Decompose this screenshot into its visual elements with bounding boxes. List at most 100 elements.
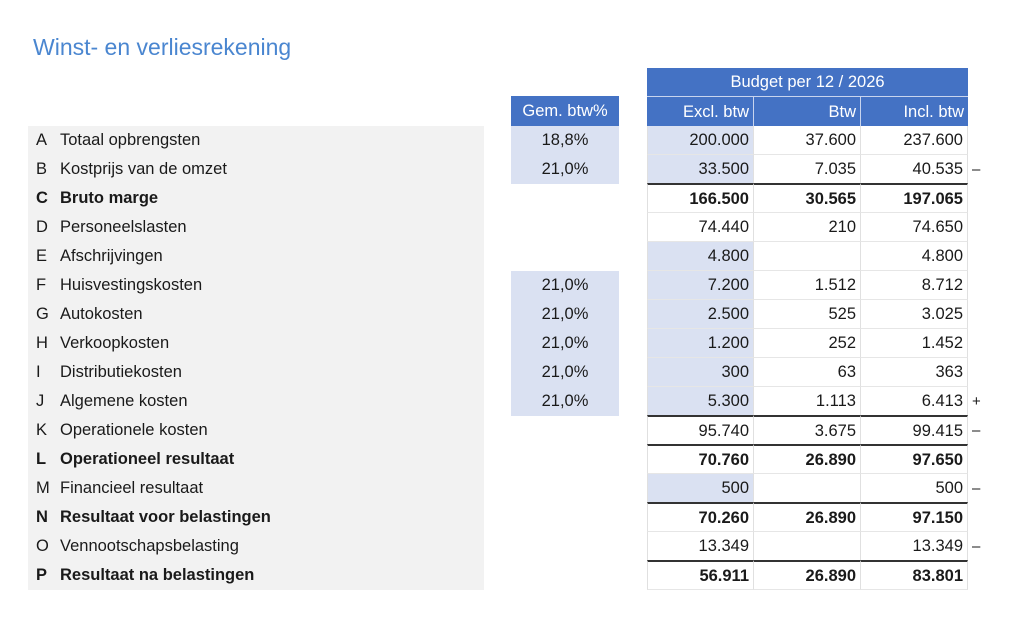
gem-btw-cell[interactable]: 21,0% [511, 300, 619, 329]
incl-cell: 97.650 [861, 444, 968, 474]
row-label: Autokosten [60, 305, 143, 323]
operator-sign: + [972, 393, 981, 410]
gem-btw-cell[interactable]: 21,0% [511, 155, 619, 184]
gem-btw-cell [511, 532, 619, 561]
operator-sign: – [972, 480, 981, 497]
gem-btw-cell [511, 474, 619, 503]
row-label: Operationele kosten [60, 421, 208, 439]
btw-cell: 525 [754, 300, 861, 329]
table-row: F Huisvestingskosten [28, 271, 484, 300]
incl-cell: 4.800 [861, 242, 968, 271]
table-row: N Resultaat voor belastingen [28, 503, 484, 532]
btw-cell: 1.113 [754, 387, 861, 416]
btw-cell: 1.512 [754, 271, 861, 300]
row-letter: L [36, 450, 47, 468]
gem-btw-cell [511, 242, 619, 271]
operator-sign: – [972, 538, 981, 555]
gem-btw-cell [511, 561, 619, 590]
row-letter: E [36, 247, 48, 265]
btw-cell: 7.035 [754, 155, 861, 184]
incl-cell: 40.535 [861, 155, 968, 184]
incl-cell: 83.801 [861, 560, 968, 590]
row-letter: G [36, 305, 49, 323]
row-label: Vennootschapsbelasting [60, 537, 239, 555]
incl-cell: 6.413 [861, 387, 968, 416]
gem-btw-cell[interactable]: 21,0% [511, 358, 619, 387]
row-label: Algemene kosten [60, 392, 188, 410]
gem-btw-cell[interactable]: 21,0% [511, 387, 619, 416]
btw-cell: 26.890 [754, 444, 861, 474]
incl-cell: 97.150 [861, 502, 968, 532]
row-label: Operationeel resultaat [60, 450, 235, 468]
table-row: D Personeelslasten [28, 213, 484, 242]
row-letter: K [36, 421, 48, 439]
btw-cell [754, 242, 861, 271]
row-label: Resultaat voor belastingen [60, 508, 271, 526]
btw-cell: 210 [754, 213, 861, 242]
excl-cell[interactable]: 4.800 [647, 242, 754, 271]
incl-cell: 197.065 [861, 183, 968, 213]
row-letter: H [36, 334, 48, 352]
row-label: Verkoopkosten [60, 334, 170, 352]
btw-cell: 30.565 [754, 183, 861, 213]
excl-cell[interactable]: 500 [647, 474, 754, 503]
incl-cell: 13.349 [861, 532, 968, 561]
btw-cell: 252 [754, 329, 861, 358]
excl-cell: 70.760 [647, 444, 754, 474]
btw-cell: 63 [754, 358, 861, 387]
excl-cell[interactable]: 7.200 [647, 271, 754, 300]
btw-cell: 3.675 [754, 415, 861, 445]
row-label: Distributiekosten [60, 363, 182, 381]
row-letter: B [36, 160, 48, 178]
budget-header: Budget per 12 / 2026 [647, 68, 968, 96]
row-label: Kostprijs van de omzet [60, 160, 227, 178]
row-letter: A [36, 131, 48, 149]
btw-cell: 26.890 [754, 502, 861, 532]
table-row: P Resultaat na belastingen [28, 561, 484, 590]
gem-btw-cell [511, 416, 619, 445]
excl-cell[interactable]: 200.000 [647, 126, 754, 155]
excl-cell[interactable]: 5.300 [647, 387, 754, 416]
table-row: G Autokosten [28, 300, 484, 329]
operator-sign: – [972, 422, 981, 439]
gem-btw-cell [511, 503, 619, 532]
table-row: M Financieel resultaat [28, 474, 484, 503]
table-row: E Afschrijvingen [28, 242, 484, 271]
excl-cell: 95.740 [647, 415, 754, 445]
excl-cell: 166.500 [647, 183, 754, 213]
gem-btw-cell [511, 184, 619, 213]
gem-btw-cell[interactable]: 18,8% [511, 126, 619, 155]
btw-cell: 26.890 [754, 560, 861, 590]
table-row: K Operationele kosten [28, 416, 484, 445]
gem-btw-cell[interactable]: 21,0% [511, 329, 619, 358]
row-letter: I [36, 363, 41, 381]
table-row: H Verkoopkosten [28, 329, 484, 358]
btw-header: Btw [754, 96, 861, 126]
row-label: Bruto marge [60, 189, 159, 207]
btw-cell [754, 474, 861, 503]
incl-cell: 1.452 [861, 329, 968, 358]
excl-cell[interactable]: 2.500 [647, 300, 754, 329]
gem-btw-header: Gem. btw% [511, 96, 619, 126]
incl-cell: 99.415 [861, 415, 968, 445]
row-letter: P [36, 566, 48, 584]
excl-cell[interactable]: 300 [647, 358, 754, 387]
excl-cell[interactable]: 1.200 [647, 329, 754, 358]
excl-cell[interactable]: 33.500 [647, 155, 754, 184]
row-label: Huisvestingskosten [60, 276, 203, 294]
incl-cell: 74.650 [861, 213, 968, 242]
excl-cell: 56.911 [647, 560, 754, 590]
row-letter: O [36, 537, 49, 555]
table-row: O Vennootschapsbelasting [28, 532, 484, 561]
table-row: J Algemene kosten [28, 387, 484, 416]
row-letter: M [36, 479, 50, 497]
gem-btw-cell[interactable]: 21,0% [511, 271, 619, 300]
table-row: C Bruto marge [28, 184, 484, 213]
row-letter: J [36, 392, 45, 410]
btw-cell [754, 532, 861, 561]
excl-cell: 74.440 [647, 213, 754, 242]
excl-cell: 70.260 [647, 502, 754, 532]
excl-btw-header: Excl. btw [647, 96, 754, 126]
incl-cell: 237.600 [861, 126, 968, 155]
row-label: Afschrijvingen [60, 247, 163, 265]
